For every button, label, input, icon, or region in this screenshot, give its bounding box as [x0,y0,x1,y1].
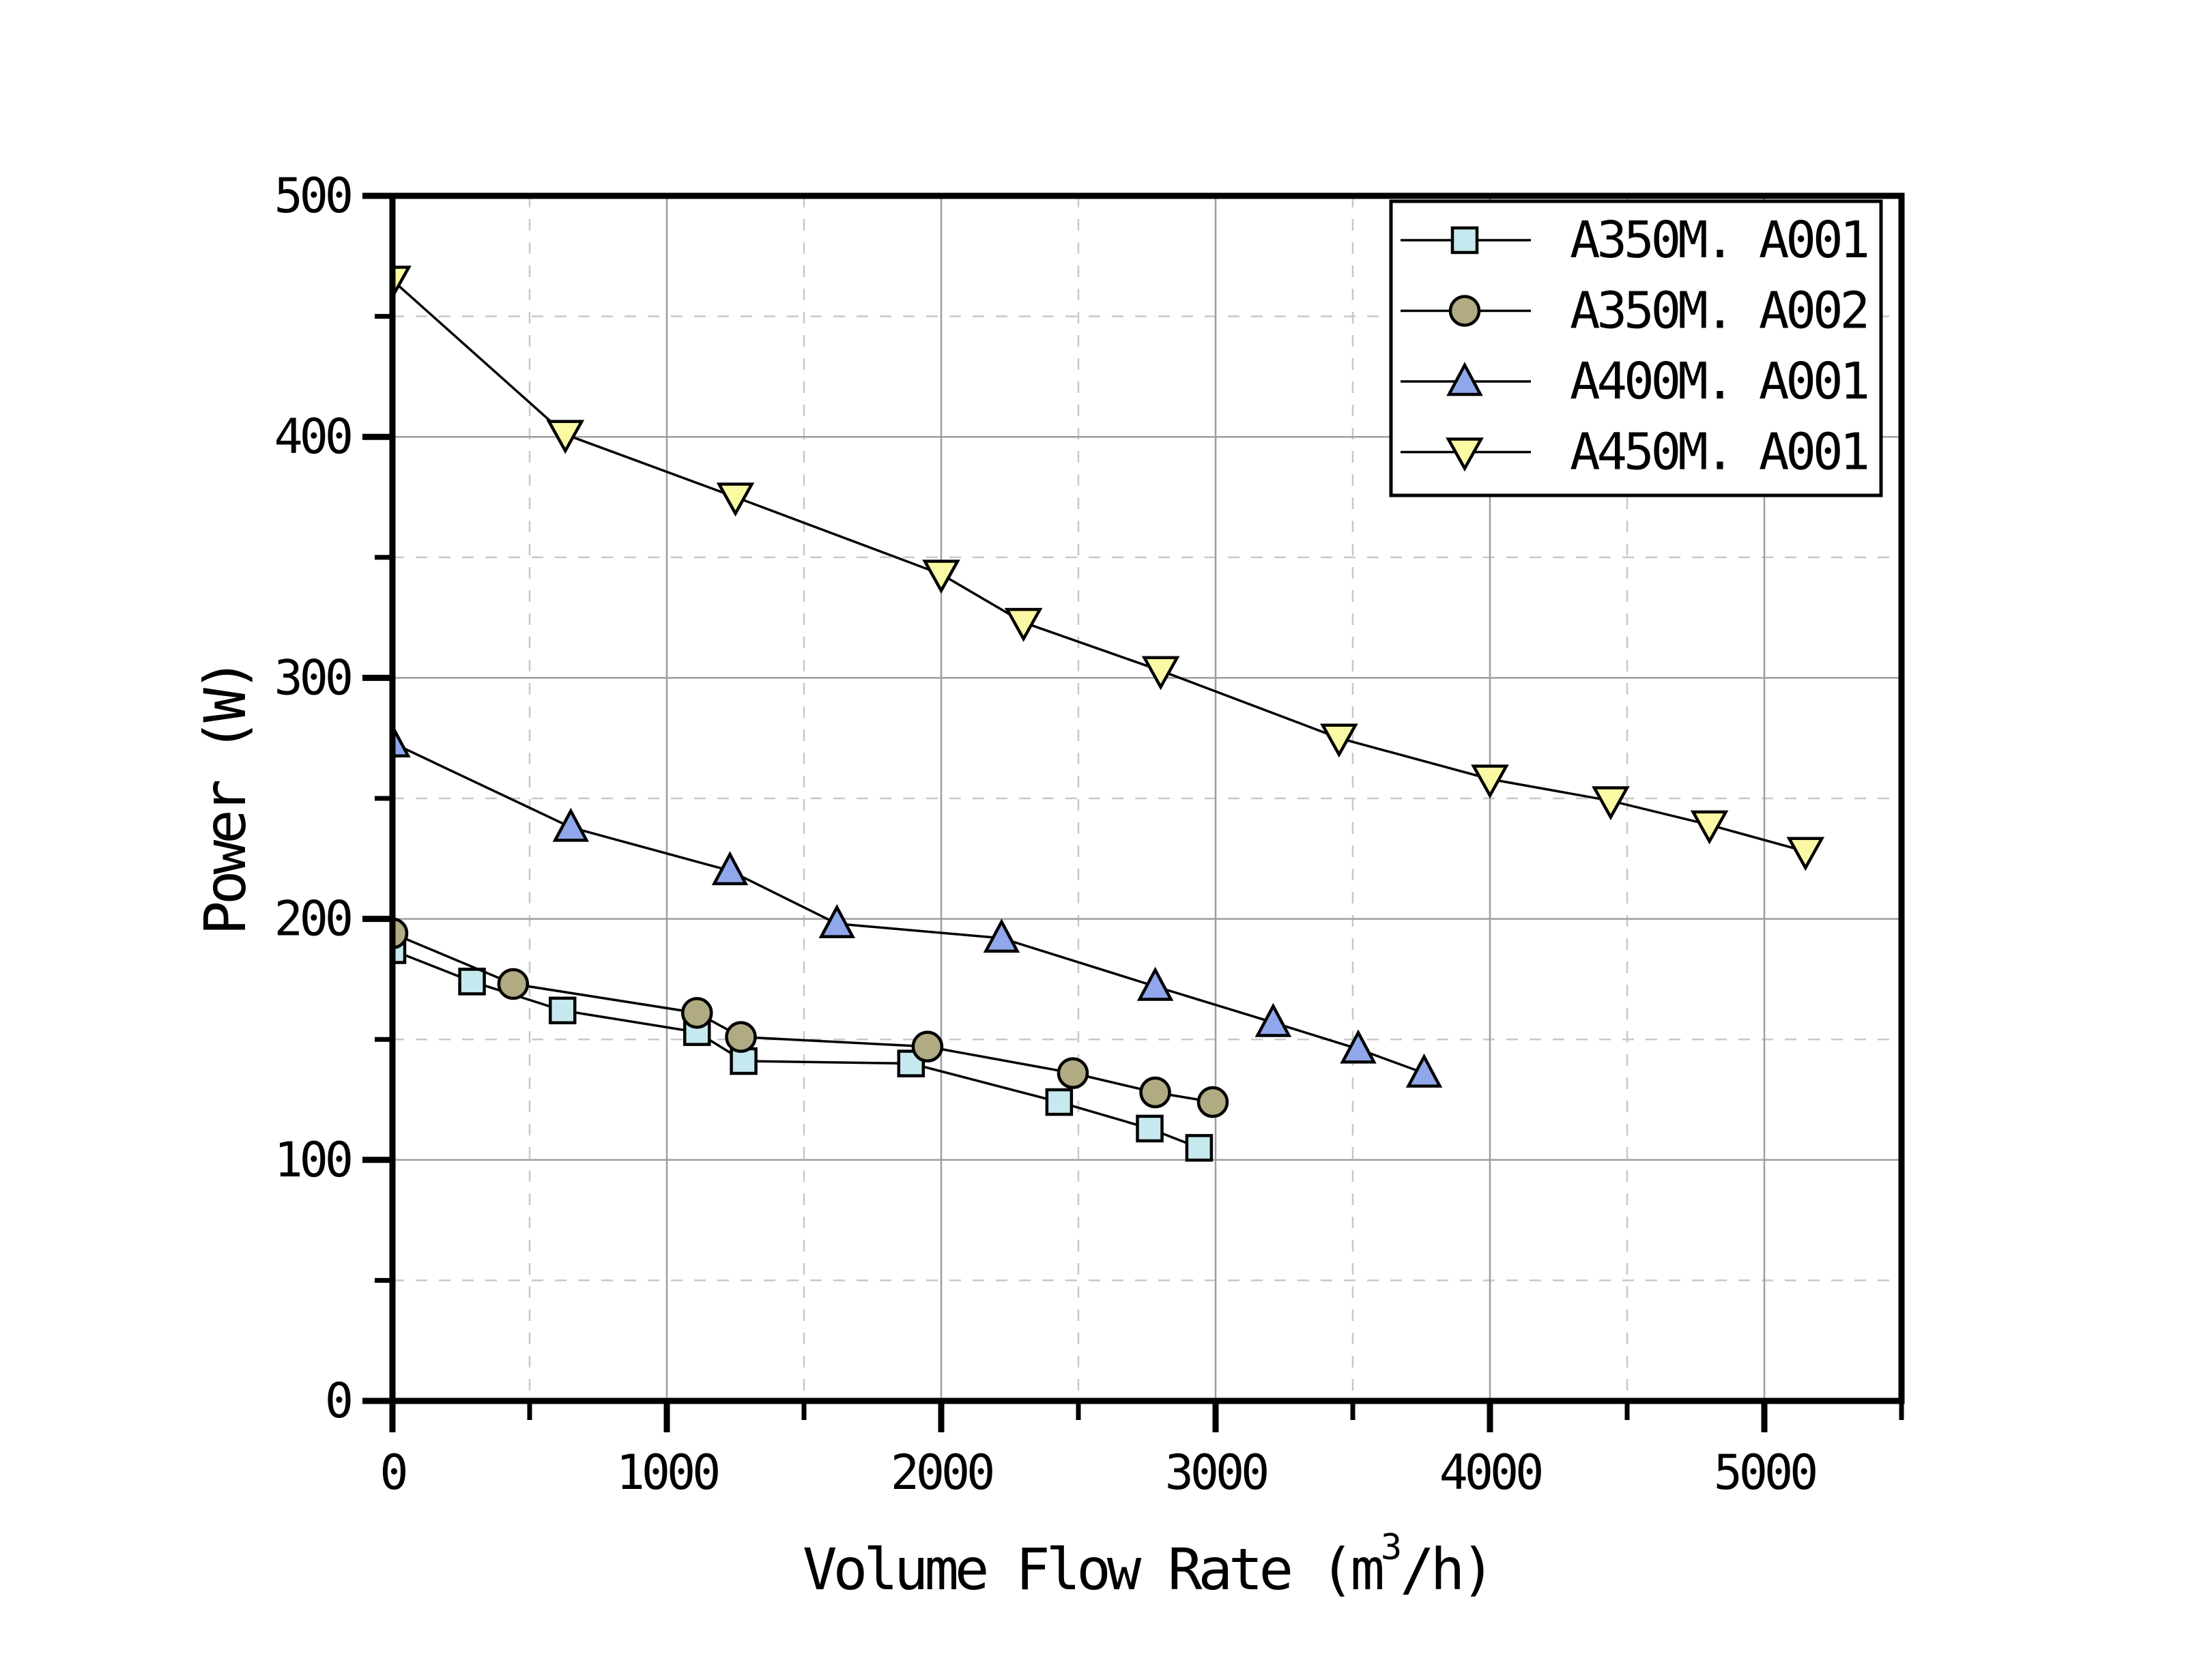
legend-item: A350M. A002 [1401,282,1870,341]
y-tick-label: 0 [325,1373,351,1429]
legend-label: A400M. A001 [1570,352,1867,411]
data-point-marker-1-6 [1139,1076,1171,1109]
legend-marker-triangle-up [1446,362,1483,396]
data-point-marker-3-2 [716,482,755,517]
data-point-marker-1-7 [1196,1086,1229,1118]
data-point-marker-3-10 [1786,837,1825,871]
data-point-marker-3-8 [1592,786,1630,821]
data-point-marker-3-6 [1320,723,1358,758]
x-axis-title-superscript: 3 [1380,1527,1402,1568]
data-point-marker-2-8 [1405,1053,1443,1088]
data-point-marker-1-5 [1057,1057,1089,1089]
x-tick-label: 5000 [1714,1445,1816,1501]
y-axis-title: Power (W) [192,661,259,936]
data-point-marker-2-3 [818,903,855,938]
data-point-marker-1-4 [911,1030,944,1063]
legend-label: A350M. A001 [1570,211,1867,270]
x-tick-label: 4000 [1439,1445,1541,1501]
data-point-marker-0-8 [1185,1133,1214,1162]
x-axis-title-text: Volume Flow Rate (m [803,1536,1385,1603]
legend-label: A350M. A002 [1570,282,1867,341]
data-point-marker-3-9 [1690,810,1729,845]
x-tick-label: 2000 [891,1445,992,1501]
data-point-marker-0-6 [1045,1088,1074,1116]
legend-item: A350M. A001 [1401,211,1871,270]
y-tick-label: 400 [274,409,351,465]
x-tick-label: 3000 [1165,1445,1267,1501]
series-a400m-a001 [392,723,1443,1088]
data-point-marker-3-5 [1141,656,1180,691]
data-point-marker-1-3 [725,1021,757,1053]
legend-item: A400M. A001 [1401,352,1871,411]
data-point-marker-3-7 [1471,764,1509,799]
series-a350m-a002 [392,917,1229,1118]
data-point-marker-3-3 [922,560,960,594]
legend-marker-triangle-down [1446,437,1484,472]
data-point-marker-2-6 [1254,1002,1292,1037]
data-point-marker-2-0 [392,723,411,758]
data-point-marker-2-1 [552,807,590,842]
data-point-marker-1-1 [497,968,530,1000]
data-point-marker-0-7 [1136,1114,1164,1143]
series-a450m-a001 [392,265,1825,871]
x-axis-title-unit: /h) [1400,1536,1495,1603]
data-point-marker-2-5 [1136,966,1174,1001]
data-point-marker-1-2 [680,997,713,1029]
legend-label: A450M. A001 [1570,423,1867,482]
data-point-marker-2-4 [983,918,1020,953]
legend-marker-circle [1448,295,1481,327]
data-point-marker-2-7 [1340,1029,1377,1064]
y-tick-label: 100 [274,1132,351,1188]
y-tick-label: 300 [274,650,351,706]
data-point-marker-3-4 [1004,607,1043,642]
data-point-marker-0-2 [548,996,577,1025]
y-tick-label: 200 [274,891,351,947]
data-point-marker-1-0 [392,917,409,950]
data-point-marker-0-1 [458,968,486,996]
legend-marker-square [1450,226,1479,255]
legend: A350M. A001 A350M. A002 A400M. A001 A450M. … [1389,199,1883,497]
data-point-marker-3-1 [546,420,585,454]
data-point-marker-2-2 [711,851,749,886]
x-tick-label: 0 [379,1445,405,1501]
series-line-1 [392,932,1214,1103]
y-tick-label: 500 [274,168,351,224]
legend-item: A450M. A001 [1401,423,1871,482]
x-tick-label: 1000 [616,1445,718,1501]
data-point-marker-3-0 [392,265,412,300]
x-axis-title: Volume Flow Rate (m3/h) [392,1527,1902,1603]
